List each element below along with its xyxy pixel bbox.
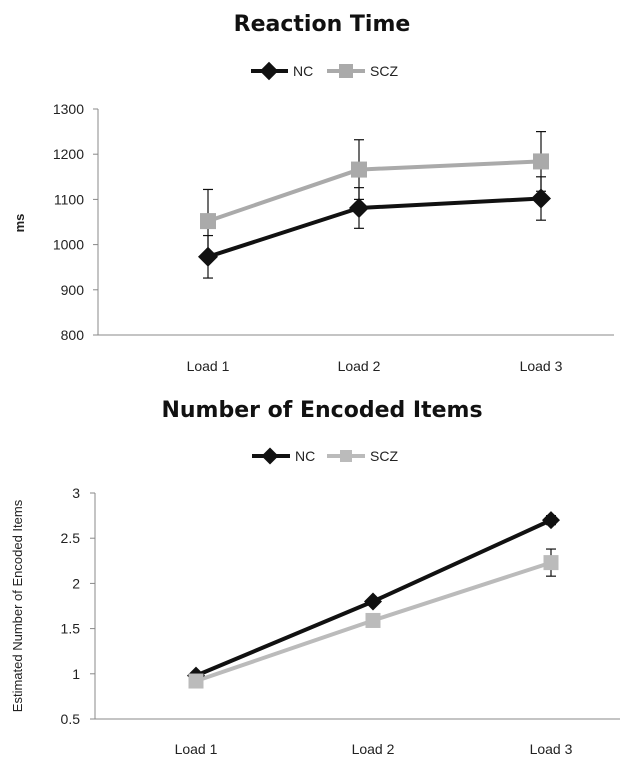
y-tick-label: 2 (72, 575, 80, 591)
data-point-scz (351, 161, 367, 178)
data-point-nc (349, 197, 369, 218)
legend-label-nc: NC (295, 448, 315, 464)
x-tick-label: Load 3 (520, 358, 563, 374)
legend: NC SCZ (252, 447, 398, 465)
legend-marker-scz (339, 64, 353, 78)
y-tick-label: 800 (61, 327, 85, 343)
y-tick-label: 900 (61, 282, 85, 298)
x-ticks: Load 1 Load 2 Load 3 (175, 741, 573, 757)
data-point-nc (198, 246, 218, 267)
legend-marker-scz (340, 450, 352, 462)
data-point-scz (533, 153, 549, 170)
series-lines (207, 159, 542, 259)
y-tick-label: 1000 (53, 237, 84, 253)
y-tick-label: 1 (72, 666, 80, 682)
series-line-nc (207, 196, 542, 259)
y-axis-label: Estimated Number of Encoded Items (10, 499, 25, 712)
data-point-scz (365, 612, 381, 628)
series-markers (187, 511, 560, 689)
x-tick-label: Load 1 (175, 741, 218, 757)
x-tick-label: Load 1 (187, 358, 230, 374)
y-tick-label: 0.5 (61, 711, 81, 727)
legend-marker-nc (259, 61, 279, 81)
series-markers (198, 153, 551, 267)
data-point-scz (543, 555, 559, 571)
data-point-nc (364, 592, 382, 611)
legend-label-nc: NC (293, 63, 313, 79)
chart-encoded-items: Number of Encoded Items NC SCZ Estimated… (10, 398, 620, 757)
y-tick-label: 1300 (53, 101, 84, 117)
legend-label-scz: SCZ (370, 448, 398, 464)
x-tick-label: Load 3 (530, 741, 573, 757)
data-point-nc (531, 188, 551, 209)
y-tick-label: 1100 (54, 191, 84, 207)
legend: NC SCZ (251, 61, 398, 81)
chart-title: Number of Encoded Items (161, 398, 482, 423)
legend-marker-nc (261, 447, 279, 465)
x-ticks: Load 1 Load 2 Load 3 (187, 358, 563, 374)
y-ticks: 800 900 1000 1100 1200 1300 (53, 101, 98, 343)
chart-reaction-time: Reaction Time NC SCZ ms 800 900 1000 1100 12… (12, 12, 614, 374)
data-point-scz (188, 673, 204, 689)
data-point-nc (542, 511, 560, 530)
y-tick-label: 3 (72, 485, 80, 501)
chart-title: Reaction Time (234, 12, 411, 37)
data-point-scz (200, 213, 216, 230)
y-tick-label: 2.5 (61, 530, 81, 546)
y-tick-label: 1200 (53, 146, 84, 162)
x-tick-label: Load 2 (338, 358, 381, 374)
y-ticks: 0.5 1 1.5 2 2.5 3 (61, 485, 95, 727)
legend-label-scz: SCZ (370, 63, 398, 79)
x-tick-label: Load 2 (352, 741, 395, 757)
series-line-scz (207, 159, 542, 223)
y-tick-label: 1.5 (61, 621, 81, 637)
y-axis-label: ms (12, 214, 27, 233)
